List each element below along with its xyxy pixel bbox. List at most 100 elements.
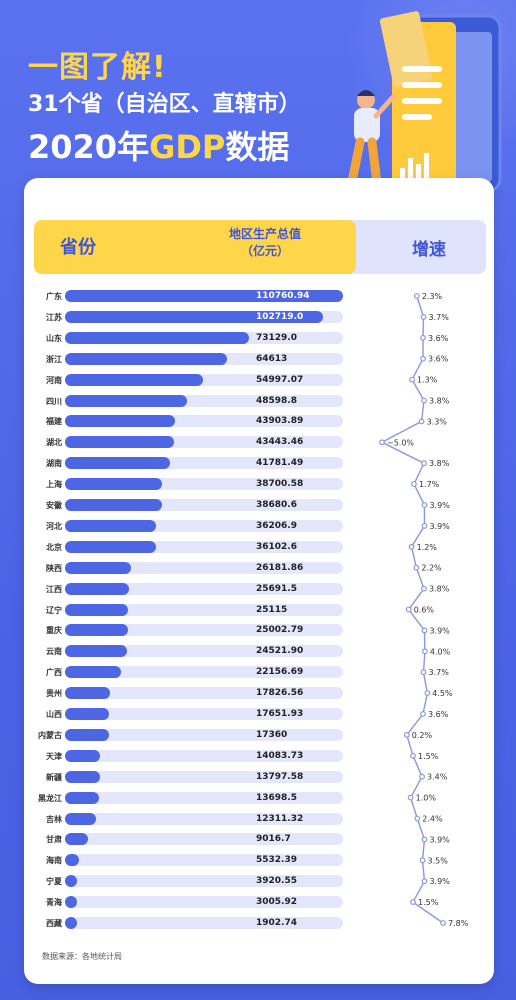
growth-point bbox=[419, 773, 425, 780]
bar-track bbox=[65, 708, 343, 720]
bar-track bbox=[65, 624, 343, 637]
province-label: 贵州 bbox=[46, 689, 62, 699]
gdp-value-label: 26181.86 bbox=[256, 562, 304, 573]
main-title: 2020年GDP数据 bbox=[28, 122, 289, 168]
bar-track bbox=[65, 833, 343, 846]
province-header: 省份 bbox=[60, 237, 96, 258]
gdp-bar bbox=[65, 896, 77, 909]
gdp-value-label: 48598.8 bbox=[256, 395, 297, 406]
bar-track bbox=[65, 603, 343, 616]
growth-value-label: 1.2% bbox=[417, 543, 438, 552]
growth-point bbox=[421, 836, 428, 843]
growth-value-label: 3.9% bbox=[429, 522, 450, 531]
gdp-bar bbox=[65, 917, 77, 929]
province-label: 湖北 bbox=[46, 438, 62, 448]
growth-value-label: −5.0% bbox=[387, 438, 414, 447]
data-source: 数据来源：各地统计局 bbox=[42, 952, 122, 961]
growth-point bbox=[421, 585, 427, 592]
province-label: 青海 bbox=[46, 898, 62, 908]
gdp-bar bbox=[65, 791, 100, 804]
province-label: 海南 bbox=[46, 856, 62, 866]
bar-track bbox=[65, 666, 343, 679]
growth-point bbox=[421, 523, 428, 529]
gdp-value-label: 102719.0 bbox=[256, 311, 304, 322]
province-label: 山东 bbox=[46, 333, 62, 343]
growth-point bbox=[405, 606, 412, 613]
growth-value-label: 4.5% bbox=[432, 689, 453, 698]
province-label: 宁夏 bbox=[46, 877, 62, 887]
gdp-card: 省份 地区生产总值 （亿元） 增速 广东 110760.94 江苏 102719.0 山… bbox=[24, 178, 494, 984]
gdp-header: 地区生产总值 （亿元） bbox=[210, 226, 320, 260]
growth-point bbox=[424, 690, 431, 696]
gdp-bar bbox=[65, 603, 129, 616]
growth-point bbox=[418, 418, 425, 425]
gdp-bar bbox=[65, 854, 79, 867]
bar-track bbox=[65, 687, 343, 700]
growth-point bbox=[421, 460, 427, 467]
gdp-bar-chart: 广东 110760.94 江苏 102719.0 山东 73129.0 浙江 64613 河南 5… bbox=[24, 178, 494, 984]
gdp-value-label: 64613 bbox=[256, 353, 288, 364]
illustration-person-report bbox=[341, 11, 502, 197]
province-label: 辽宁 bbox=[46, 605, 62, 615]
growth-value-label: 3.9% bbox=[429, 835, 450, 844]
province-label: 江西 bbox=[46, 584, 62, 594]
growth-point bbox=[414, 815, 421, 822]
gdp-value-label: 110760.94 bbox=[256, 291, 310, 301]
growth-point bbox=[421, 878, 428, 885]
growth-value-label: 3.8% bbox=[429, 585, 450, 594]
growth-value-label: 3.9% bbox=[429, 877, 450, 886]
bar-track bbox=[65, 812, 343, 825]
growth-value-label: 0.6% bbox=[414, 606, 435, 615]
province-label: 浙江 bbox=[46, 354, 62, 364]
growth-point bbox=[408, 543, 415, 550]
growth-value-label: 2.4% bbox=[422, 815, 443, 824]
growth-value-label: 3.4% bbox=[427, 773, 448, 782]
province-label: 西藏 bbox=[46, 919, 62, 928]
gdp-bar bbox=[65, 290, 343, 302]
growth-value-label: 3.7% bbox=[428, 313, 449, 322]
gdp-bar bbox=[65, 708, 110, 720]
main-title-prefix: 2020年 bbox=[28, 128, 150, 166]
growth-value-label: 1.0% bbox=[416, 794, 437, 803]
gdp-value-label: 9016.7 bbox=[256, 834, 291, 845]
gdp-bar bbox=[65, 310, 323, 323]
growth-point bbox=[419, 857, 426, 864]
bar-track bbox=[65, 728, 343, 741]
province-label: 吉林 bbox=[46, 814, 62, 824]
bar-track bbox=[65, 896, 343, 909]
province-label: 江苏 bbox=[46, 312, 62, 322]
gdp-bar bbox=[65, 478, 163, 491]
gdp-value-label: 3005.92 bbox=[256, 897, 297, 908]
gdp-bar bbox=[65, 624, 128, 637]
growth-header: 增速 bbox=[412, 240, 446, 260]
province-label: 天津 bbox=[46, 751, 62, 761]
province-label: 陕西 bbox=[46, 563, 62, 573]
growth-point bbox=[420, 669, 427, 676]
growth-value-label: 1.5% bbox=[418, 752, 439, 761]
growth-point bbox=[422, 648, 428, 655]
gdp-bar bbox=[65, 436, 175, 449]
gdp-bar bbox=[65, 582, 130, 595]
growth-value-label: 1.5% bbox=[418, 898, 439, 907]
growth-point bbox=[413, 564, 420, 571]
growth-header-bg bbox=[336, 220, 486, 274]
bar-track bbox=[65, 875, 343, 888]
growth-point bbox=[420, 334, 426, 341]
subtitle: 31个省（自治区、直辖市） bbox=[28, 92, 301, 117]
gdp-value-label: 36206.9 bbox=[256, 520, 297, 531]
growth-value-label: 7.8% bbox=[448, 919, 469, 928]
bar-track bbox=[65, 749, 343, 762]
gdp-value-label: 17651.93 bbox=[256, 709, 304, 719]
growth-value-label: 0.2% bbox=[412, 731, 433, 740]
growth-value-label: 4.0% bbox=[430, 647, 451, 656]
growth-value-label: 3.6% bbox=[428, 355, 449, 364]
gdp-bar bbox=[65, 770, 100, 783]
gdp-value-label: 43903.89 bbox=[256, 416, 304, 427]
province-label: 甘肃 bbox=[46, 835, 62, 845]
growth-point bbox=[409, 376, 415, 383]
gdp-value-label: 13797.58 bbox=[256, 771, 304, 782]
bar-track bbox=[65, 770, 343, 783]
gdp-value-label: 54997.07 bbox=[256, 374, 304, 385]
gdp-value-label: 73129.0 bbox=[256, 332, 297, 343]
province-label: 内蒙古 bbox=[38, 730, 62, 740]
